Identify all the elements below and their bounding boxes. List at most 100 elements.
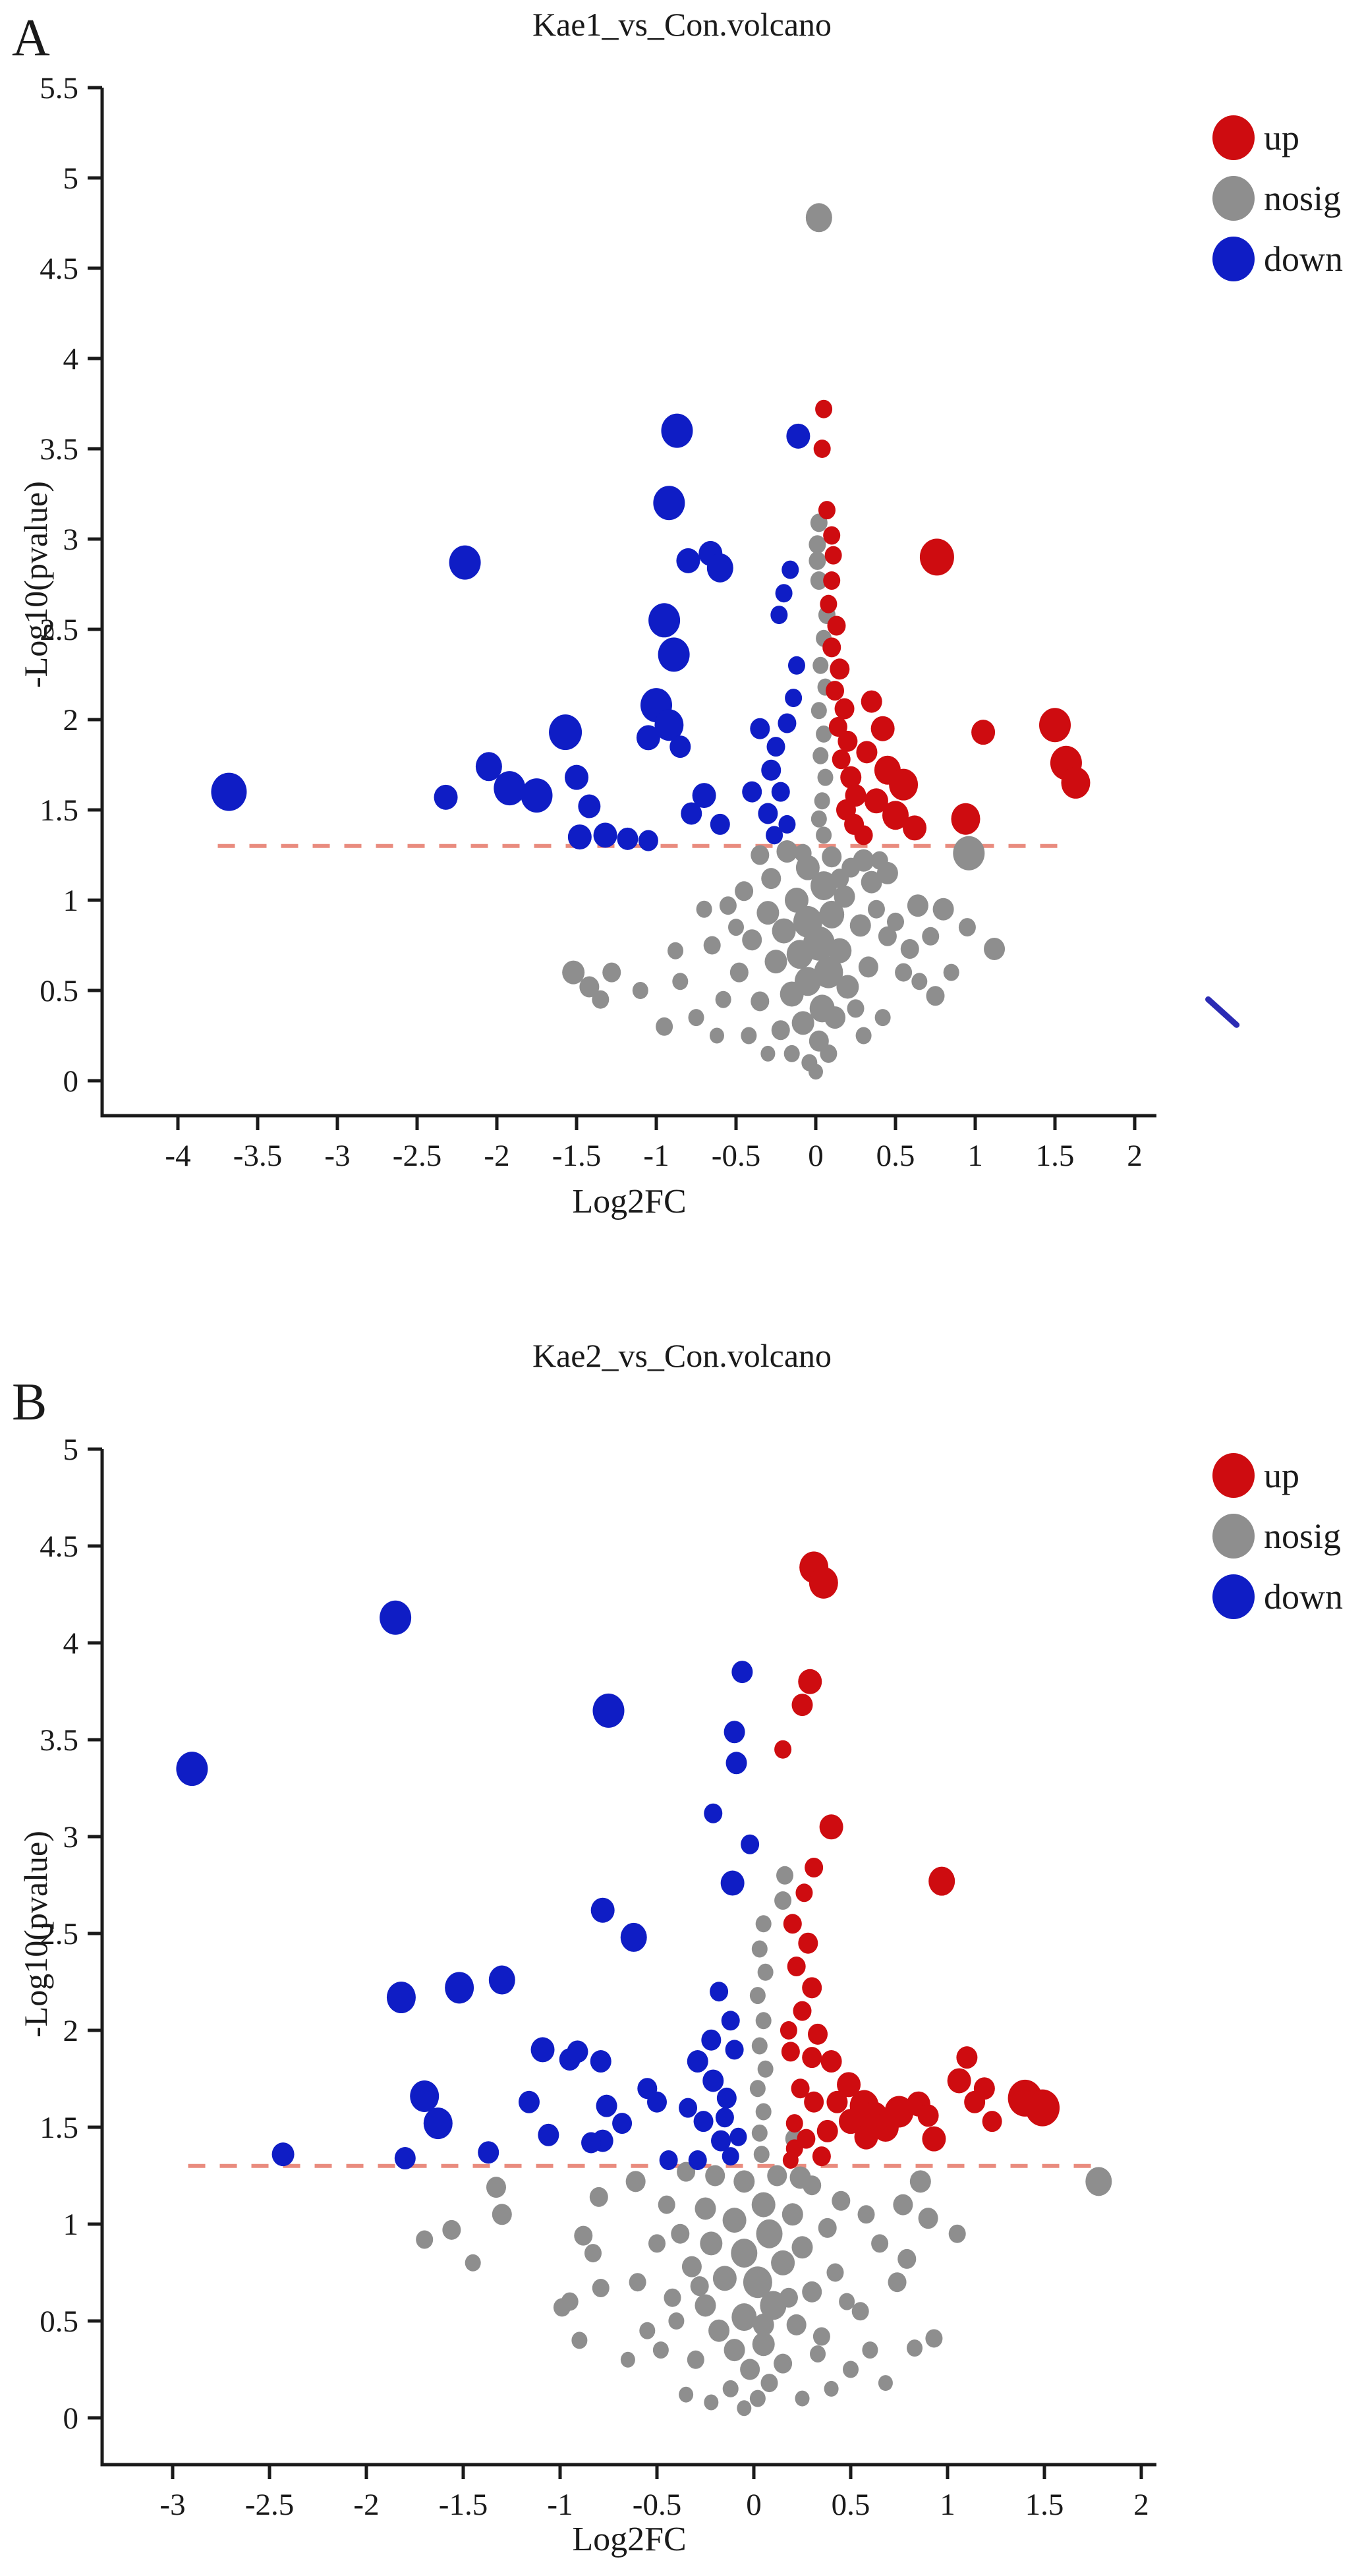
data-point-nosig (664, 2288, 681, 2307)
data-point-up (780, 2021, 797, 2040)
data-point-nosig (849, 914, 871, 937)
data-point-nosig (632, 982, 648, 999)
data-point-down (659, 2150, 678, 2170)
data-point-down (758, 803, 778, 824)
data-point-nosig (751, 1940, 768, 1958)
legend-item-down: down (1212, 229, 1343, 289)
data-point-nosig (779, 2287, 798, 2308)
y-tick-label: 4.5 (40, 252, 78, 286)
data-point-nosig (562, 960, 585, 985)
data-point-down (567, 824, 592, 850)
data-point-down (475, 752, 502, 782)
x-axis-label-a: Log2FC (572, 1183, 687, 1220)
data-point-nosig (755, 2103, 772, 2121)
data-point-nosig (755, 2012, 772, 2030)
data-point-nosig (922, 927, 940, 946)
data-point-nosig (751, 845, 770, 865)
data-point-down (688, 2150, 707, 2170)
legend-item-nosig: nosig (1212, 168, 1343, 229)
y-tick-label: 2.5 (40, 1917, 78, 1951)
data-point-nosig (784, 888, 809, 913)
x-tick-label: -2 (484, 1139, 509, 1173)
data-point-down (778, 815, 796, 834)
data-point-nosig (809, 535, 826, 554)
data-point-nosig (888, 2272, 907, 2293)
data-point-down (771, 782, 790, 802)
data-point-nosig (733, 2170, 755, 2193)
data-point-nosig (592, 990, 610, 1009)
series-up (774, 1551, 1060, 2169)
data-point-nosig (907, 2339, 923, 2357)
data-point-nosig (574, 2225, 593, 2246)
legend-label-down: down (1264, 1577, 1343, 1617)
data-point-nosig (755, 1915, 772, 1933)
data-point-nosig (810, 571, 828, 590)
up-swatch-icon (1212, 1453, 1255, 1498)
data-point-nosig (658, 2195, 675, 2214)
data-point-nosig (830, 869, 849, 889)
data-point-nosig (843, 2361, 859, 2378)
data-point-up (832, 749, 851, 770)
down-swatch-icon (1212, 237, 1255, 281)
data-point-nosig (772, 918, 796, 944)
data-point-down (581, 2132, 602, 2154)
data-point-down (521, 778, 553, 813)
data-point-nosig (668, 942, 684, 959)
data-point-down (636, 725, 660, 751)
data-point-nosig (776, 840, 798, 863)
data-point-nosig (832, 2190, 851, 2211)
y-tick-label: 3.5 (40, 432, 78, 467)
data-point-down (692, 783, 716, 809)
data-point-nosig (847, 999, 865, 1018)
data-point-down (647, 2091, 667, 2113)
data-point-nosig (774, 1891, 792, 1910)
data-point-nosig (932, 898, 954, 921)
data-point-nosig (818, 2218, 837, 2238)
data-point-up (861, 690, 882, 713)
y-axis-label-b: -Log10(pvalue) (17, 1831, 54, 2038)
data-point-nosig (858, 956, 878, 978)
data-point-up (781, 2042, 800, 2062)
data-point-nosig (816, 826, 832, 844)
x-tick-label: -1 (547, 2488, 573, 2522)
data-point-down (722, 2147, 739, 2166)
data-point-up (828, 716, 847, 737)
y-tick-label: 0 (63, 1064, 79, 1099)
data-point-down (590, 2050, 611, 2073)
x-tick-label: 0.5 (832, 2488, 870, 2522)
data-point-nosig (751, 2124, 768, 2142)
y-tick-label: 3 (63, 523, 79, 557)
data-point-down (596, 2094, 617, 2117)
data-point-down (654, 709, 684, 741)
data-point-up (971, 720, 996, 745)
data-point-nosig (870, 851, 888, 870)
y-tick-label: 2 (63, 703, 79, 737)
data-point-up (838, 730, 858, 752)
data-point-nosig (1085, 2167, 1112, 2196)
data-point-nosig (668, 2312, 685, 2330)
data-point-nosig (749, 1987, 766, 2005)
y-tick-label: 2.5 (40, 613, 78, 647)
data-point-up (782, 2151, 799, 2169)
data-point-nosig (820, 1044, 838, 1063)
legend-label-up: up (1264, 118, 1299, 157)
nosig-swatch-icon (1212, 1514, 1255, 1559)
legend-label-down: down (1264, 239, 1343, 279)
data-point-nosig (907, 894, 928, 917)
data-point-nosig (442, 2219, 461, 2240)
data-point-down (711, 2130, 731, 2152)
data-point-up (928, 1866, 955, 1896)
series-up (813, 399, 1091, 845)
data-point-nosig (783, 1045, 800, 1062)
data-point-nosig (700, 2231, 723, 2256)
data-point-down (750, 718, 770, 739)
data-point-down (725, 2040, 744, 2060)
data-point-nosig (834, 885, 855, 908)
data-point-down (612, 2113, 633, 2134)
data-point-down (518, 2090, 540, 2113)
data-point-nosig (812, 656, 829, 674)
data-point-down (786, 423, 810, 449)
data-point-nosig (757, 2060, 774, 2078)
data-point-nosig (648, 2234, 666, 2253)
data-point-nosig (839, 2293, 855, 2310)
